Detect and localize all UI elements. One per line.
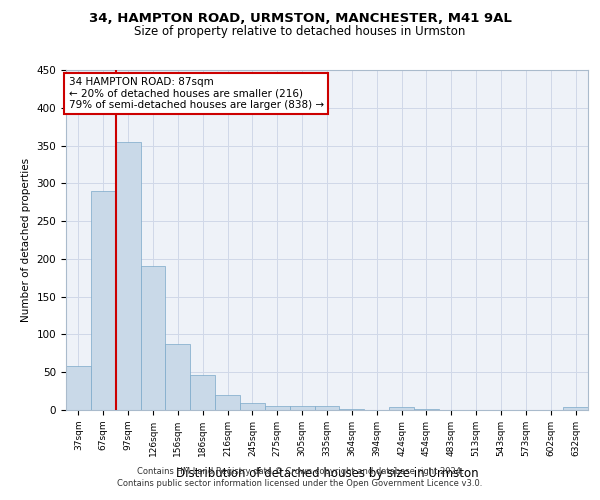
Text: Size of property relative to detached houses in Urmston: Size of property relative to detached ho…	[134, 25, 466, 38]
Bar	[340, 409, 364, 410]
Y-axis label: Number of detached properties: Number of detached properties	[21, 158, 31, 322]
X-axis label: Distribution of detached houses by size in Urmston: Distribution of detached houses by size …	[176, 467, 478, 480]
Bar	[190, 375, 215, 410]
Text: 34 HAMPTON ROAD: 87sqm
← 20% of detached houses are smaller (216)
79% of semi-de: 34 HAMPTON ROAD: 87sqm ← 20% of detached…	[68, 77, 324, 110]
Text: Contains HM Land Registry data © Crown copyright and database right 2024.
Contai: Contains HM Land Registry data © Crown c…	[118, 466, 482, 487]
Bar	[116, 142, 140, 410]
Text: 34, HAMPTON ROAD, URMSTON, MANCHESTER, M41 9AL: 34, HAMPTON ROAD, URMSTON, MANCHESTER, M…	[89, 12, 511, 26]
Bar	[240, 403, 265, 410]
Bar	[140, 266, 166, 410]
Bar	[563, 407, 588, 410]
Bar	[66, 366, 91, 410]
Bar	[166, 344, 190, 410]
Bar	[389, 407, 414, 410]
Bar	[265, 406, 290, 410]
Bar	[290, 406, 314, 410]
Bar	[91, 191, 116, 410]
Bar	[215, 395, 240, 410]
Bar	[414, 409, 439, 410]
Bar	[314, 406, 340, 410]
